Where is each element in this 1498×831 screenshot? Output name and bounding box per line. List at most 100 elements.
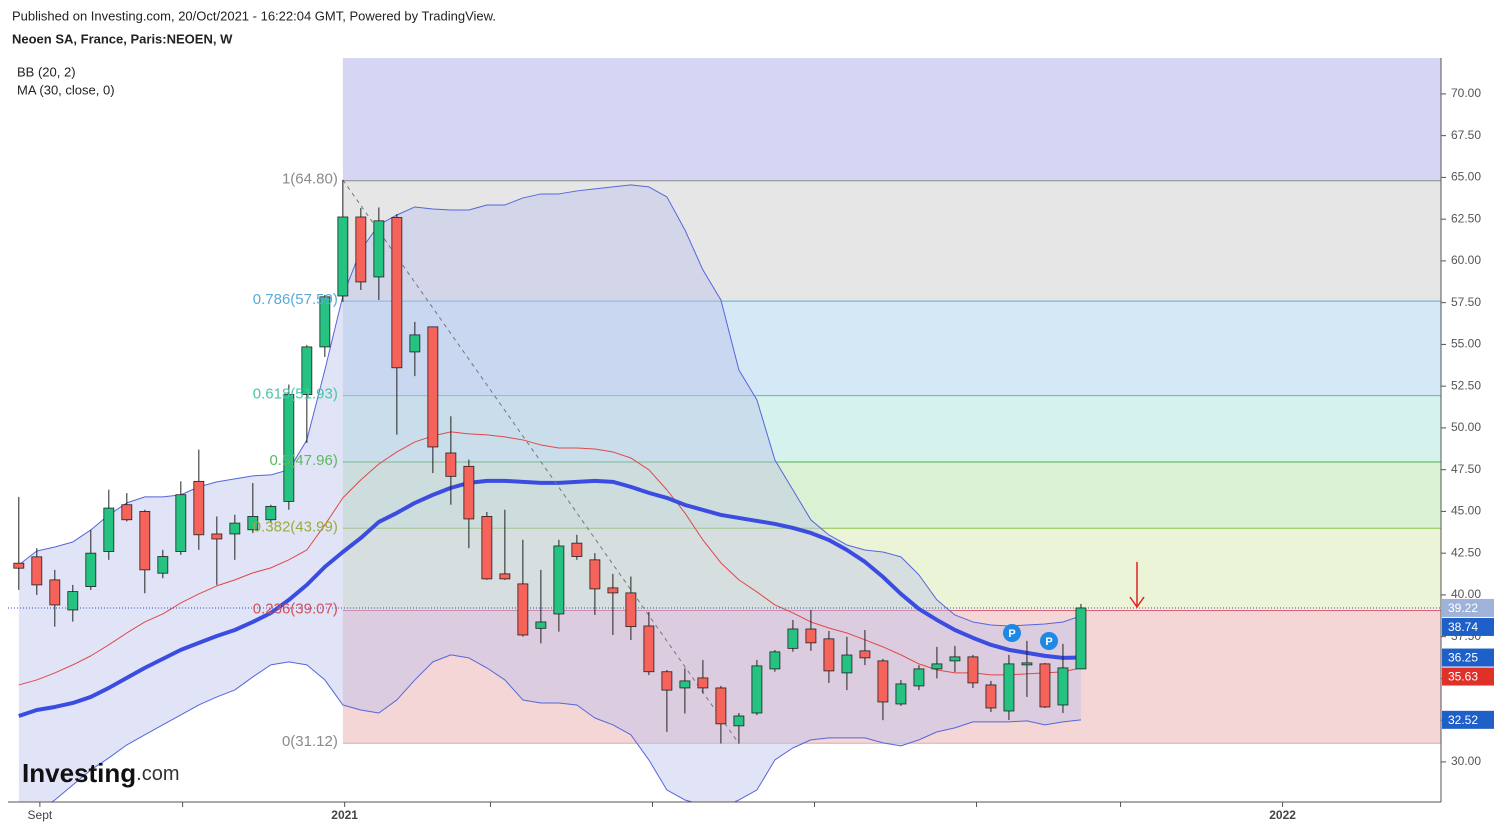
candle-body <box>859 650 871 659</box>
y-tick-label: 67.50 <box>1451 128 1481 142</box>
price-tag <box>1442 648 1494 667</box>
candle-body <box>337 216 349 297</box>
logo: Investing.com <box>22 758 179 788</box>
x-tick-label: 2021 <box>331 808 358 822</box>
y-tick-label: 47.50 <box>1451 462 1481 476</box>
price-tag-label: 35.63 <box>1448 670 1478 684</box>
x-tick-label: Sept <box>28 808 53 822</box>
red-arrow <box>1129 562 1145 609</box>
plot-area <box>8 58 1441 802</box>
axes: 30.0032.5035.0037.5040.0042.5045.0047.50… <box>8 58 1481 822</box>
indicator-label: BB (20, 2) <box>17 64 76 79</box>
candle-body <box>139 511 151 571</box>
candle-body <box>1039 663 1051 708</box>
candle-body <box>931 663 943 670</box>
candle-body <box>13 562 25 569</box>
candle-body <box>265 506 277 521</box>
candle-body <box>463 465 475 520</box>
candle-body <box>481 516 493 580</box>
candle-body <box>715 687 727 725</box>
candle-body <box>1057 667 1069 706</box>
candle-body <box>679 680 691 689</box>
y-tick-label: 57.50 <box>1451 295 1481 309</box>
fib-label: 1(64.80) <box>282 171 338 188</box>
candle-body <box>571 542 583 557</box>
candle-body <box>949 656 961 662</box>
candle-body <box>103 507 115 552</box>
candle-body <box>913 668 925 687</box>
event-marker[interactable]: P <box>1040 632 1058 650</box>
fib-zone <box>342 58 1441 181</box>
price-tag <box>1442 617 1494 636</box>
y-tick-label: 40.00 <box>1451 587 1481 601</box>
price-tag-label: 32.52 <box>1448 713 1478 727</box>
candle-body <box>445 452 457 477</box>
candle-body <box>841 654 853 674</box>
candle-body <box>319 296 331 348</box>
candle-body <box>67 591 79 611</box>
candle-body <box>877 660 889 703</box>
fib-zone <box>342 301 1441 396</box>
fib-label: 0.786(57.59) <box>253 291 338 308</box>
candle-body <box>409 334 421 353</box>
event-marker-label: P <box>1045 636 1052 648</box>
indicator-label: MA (30, close, 0) <box>17 82 115 97</box>
bb-middle <box>18 431 1082 686</box>
candle-body <box>283 394 295 502</box>
y-tick-label: 50.00 <box>1451 420 1481 434</box>
price-tag <box>1442 598 1494 617</box>
logo-suffix: .com <box>136 763 179 785</box>
candle-body <box>427 326 439 448</box>
candle-body <box>751 665 763 714</box>
candle-body <box>31 556 43 586</box>
event-marker-label: P <box>1008 628 1015 640</box>
event-marker[interactable]: P <box>1003 624 1021 642</box>
candle-body <box>787 628 799 649</box>
y-tick-label: 30.00 <box>1451 754 1481 768</box>
fib-label: 0.5(47.96) <box>269 452 337 469</box>
price-tag <box>1442 710 1494 729</box>
candle-body <box>355 216 367 283</box>
candle-body <box>247 516 259 531</box>
candle-body <box>967 656 979 684</box>
y-tick-label: 62.50 <box>1451 211 1481 225</box>
fib-zone <box>342 461 1441 529</box>
candle-body <box>697 677 709 689</box>
candle-body <box>1075 607 1087 670</box>
candle-body <box>499 573 511 580</box>
candle-body <box>49 579 61 606</box>
candle-body <box>643 625 655 673</box>
candle-body <box>985 684 997 709</box>
candle-body <box>193 480 205 536</box>
y-tick-label: 55.00 <box>1451 337 1481 351</box>
price-tag-label: 38.74 <box>1448 620 1478 634</box>
y-tick-label: 70.00 <box>1451 86 1481 100</box>
bb-fill <box>18 184 1081 802</box>
candle-body <box>157 556 169 574</box>
candle-body <box>517 583 529 636</box>
fib-label: 0(31.12) <box>282 733 338 750</box>
y-tick-label: 65.00 <box>1451 170 1481 184</box>
candle-body <box>1003 663 1015 712</box>
x-tick-label: 2022 <box>1269 808 1296 822</box>
chart-title: Neoen SA, France, Paris:NEOEN, W <box>12 31 233 46</box>
fib-label: 0.236(39.07) <box>253 600 338 617</box>
price-tag-label: 36.25 <box>1448 651 1478 665</box>
candle-body <box>589 559 601 590</box>
price-tag <box>1442 667 1494 686</box>
fib-zone <box>342 395 1441 462</box>
candle-body <box>895 683 907 705</box>
candle-body <box>733 715 745 727</box>
logo-brand: Investing <box>22 758 136 788</box>
bb-lower <box>50 654 1082 802</box>
y-tick-label: 60.00 <box>1451 253 1481 267</box>
fib-label: 0.382(43.99) <box>253 518 338 535</box>
candle-body <box>85 552 97 587</box>
fib-label: 0.618(51.93) <box>253 386 338 403</box>
candle-body <box>211 533 223 540</box>
candle-body <box>805 628 817 644</box>
fib-trend-line <box>342 179 740 744</box>
fib-zone <box>342 180 1441 302</box>
candle-body <box>373 220 385 278</box>
